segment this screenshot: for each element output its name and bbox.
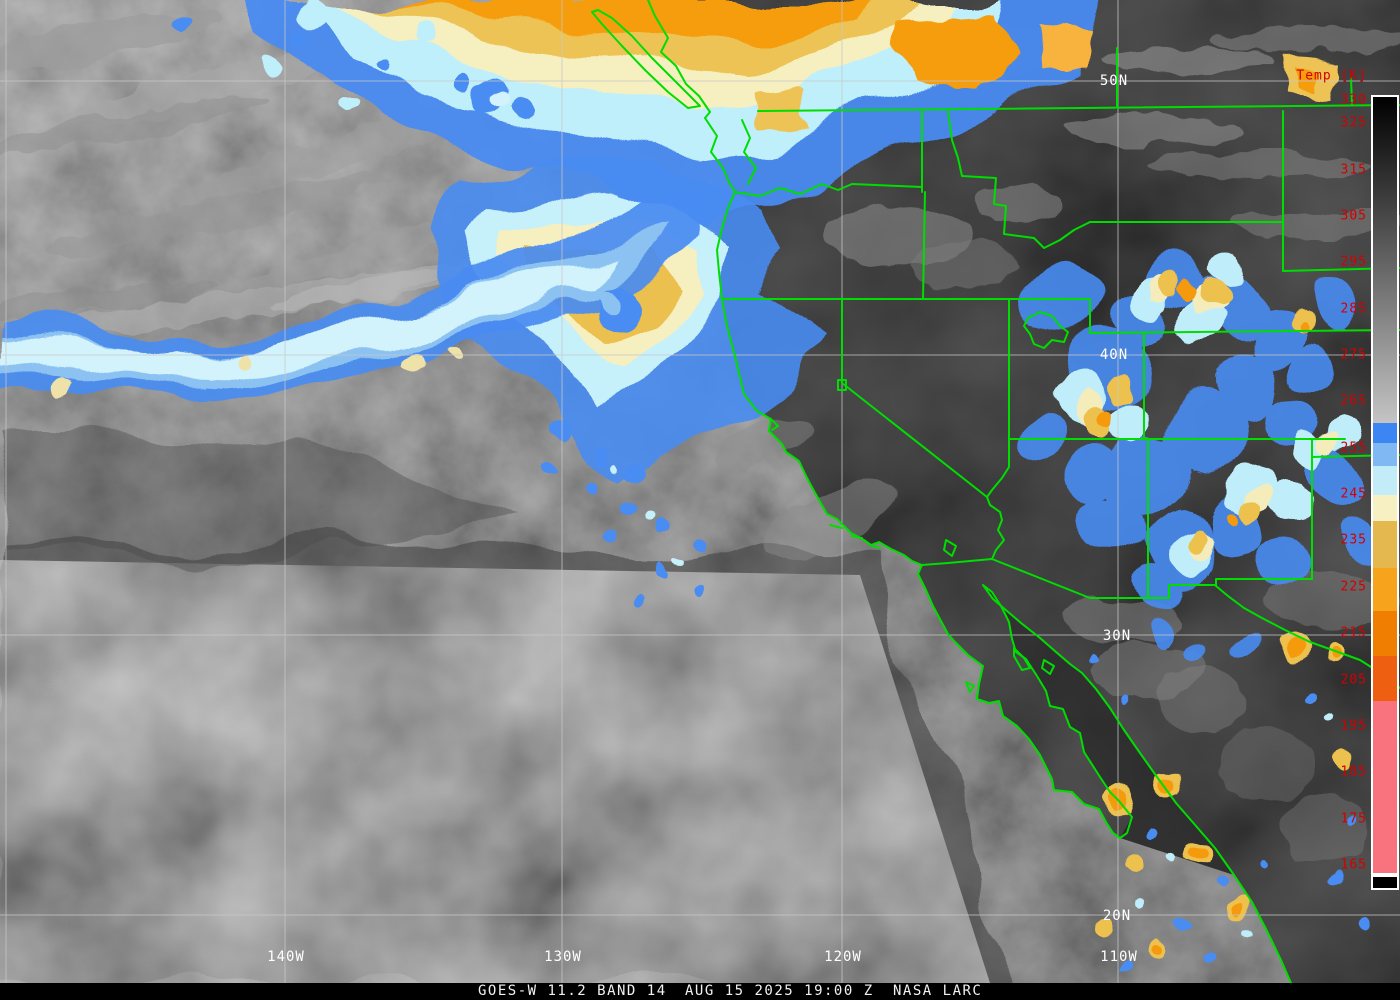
caption-credit: NASA LARC <box>893 983 983 999</box>
mexico-convection <box>1085 635 1371 972</box>
low-cloud-field <box>0 430 1010 983</box>
cedros-island <box>965 681 975 693</box>
colorbar-segment <box>1373 97 1397 423</box>
colorbar-segment <box>1373 568 1397 611</box>
colorbar-segment <box>1373 873 1397 877</box>
ca-az-border <box>986 496 1005 560</box>
temperature-colorbar <box>1371 95 1399 890</box>
cold-cloud-shield <box>250 0 1340 230</box>
colorbar-segment <box>1373 466 1397 495</box>
map-borders <box>591 0 1400 983</box>
canada-border <box>757 104 1400 112</box>
sf-bay <box>771 419 779 431</box>
colorbar-segment <box>1373 521 1397 568</box>
colorbar-segment <box>1373 877 1397 888</box>
vancouver-island <box>591 9 701 109</box>
gulf-of-california-water <box>983 585 1234 875</box>
caption-bar: GOES-W 11.2 BAND 14 AUG 15 2025 19:00 Z … <box>0 983 1400 1000</box>
colorbar-segment <box>1373 423 1397 443</box>
nv-ut-border <box>986 298 1010 498</box>
colorbar-segment <box>1373 611 1397 656</box>
sk-mb-border <box>1350 77 1353 106</box>
colorbar-segment <box>1373 495 1397 521</box>
nm-tx-border <box>1215 438 1313 587</box>
puget-sound <box>741 119 757 185</box>
scattered-cloud-specks <box>172 1 532 122</box>
tiburon-island <box>1041 659 1055 675</box>
coastline <box>647 0 1292 983</box>
id-mt-border <box>947 110 1091 249</box>
41n-border <box>1089 329 1400 334</box>
lake-tahoe <box>837 379 847 391</box>
colorbar-segment <box>1373 656 1397 701</box>
salton-sea <box>943 539 957 557</box>
rockies-convection <box>1021 246 1377 650</box>
angel-island <box>1013 647 1031 671</box>
or-id-border <box>922 191 926 300</box>
ocean-cloud-band <box>0 200 700 398</box>
colorbar-segment <box>1373 443 1397 466</box>
us-mexico-border <box>921 558 1400 689</box>
caption-product: GOES-W 11.2 BAND 14 <box>478 983 667 999</box>
ca-nv-border <box>841 298 988 498</box>
colorbar-segment <box>1373 701 1397 873</box>
channel-islands <box>829 524 881 549</box>
caption-timestamp: AUG 15 2025 19:00 Z <box>685 983 874 999</box>
great-salt-lake <box>1023 311 1069 349</box>
columbia-river-border <box>734 183 923 197</box>
